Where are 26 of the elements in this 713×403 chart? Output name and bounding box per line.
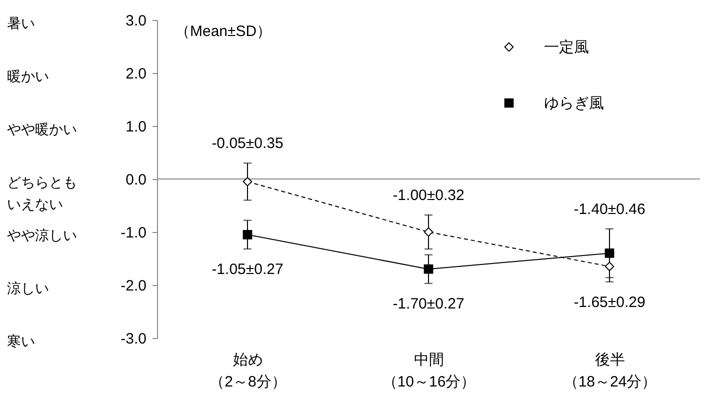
data-label: -1.40±0.46 — [574, 200, 646, 218]
x-tick-label: 後半（18～24分） — [563, 352, 657, 390]
data-label: -1.05±0.27 — [212, 260, 284, 278]
y-tick-label: -3.0 — [120, 330, 146, 348]
legend-label: 一定風 — [544, 39, 589, 56]
legend-label: ゆらぎ風 — [544, 95, 604, 112]
x-tick-label: 始め（2～8分） — [210, 352, 286, 390]
y-tick-label: 2.0 — [126, 66, 146, 82]
text: やや暖かい — [7, 121, 77, 137]
data-label: -1.00±0.32 — [392, 187, 464, 204]
data-label: -0.05±0.35 — [212, 135, 284, 152]
data-label: -1.65±0.29 — [574, 294, 646, 311]
y-tick-label: -2.0 — [120, 278, 146, 294]
text: 暖かい — [7, 68, 49, 84]
annotation: （Mean±SD） — [175, 23, 272, 40]
text: 暑い — [7, 15, 35, 31]
y-tick-label: 0.0 — [126, 172, 146, 188]
text: 寒い — [7, 333, 35, 349]
data-label: -1.70±0.27 — [392, 295, 464, 312]
text: どちらともいえない — [7, 174, 77, 212]
y-tick-label: 1.0 — [126, 118, 146, 136]
text: やや涼しい — [7, 227, 77, 243]
x-tick-label: 中間（10～16分） — [382, 352, 476, 390]
y-tick-label: 3.0 — [126, 12, 146, 30]
y-tick-label: -1.0 — [120, 224, 146, 242]
text: 涼しい — [7, 280, 49, 296]
